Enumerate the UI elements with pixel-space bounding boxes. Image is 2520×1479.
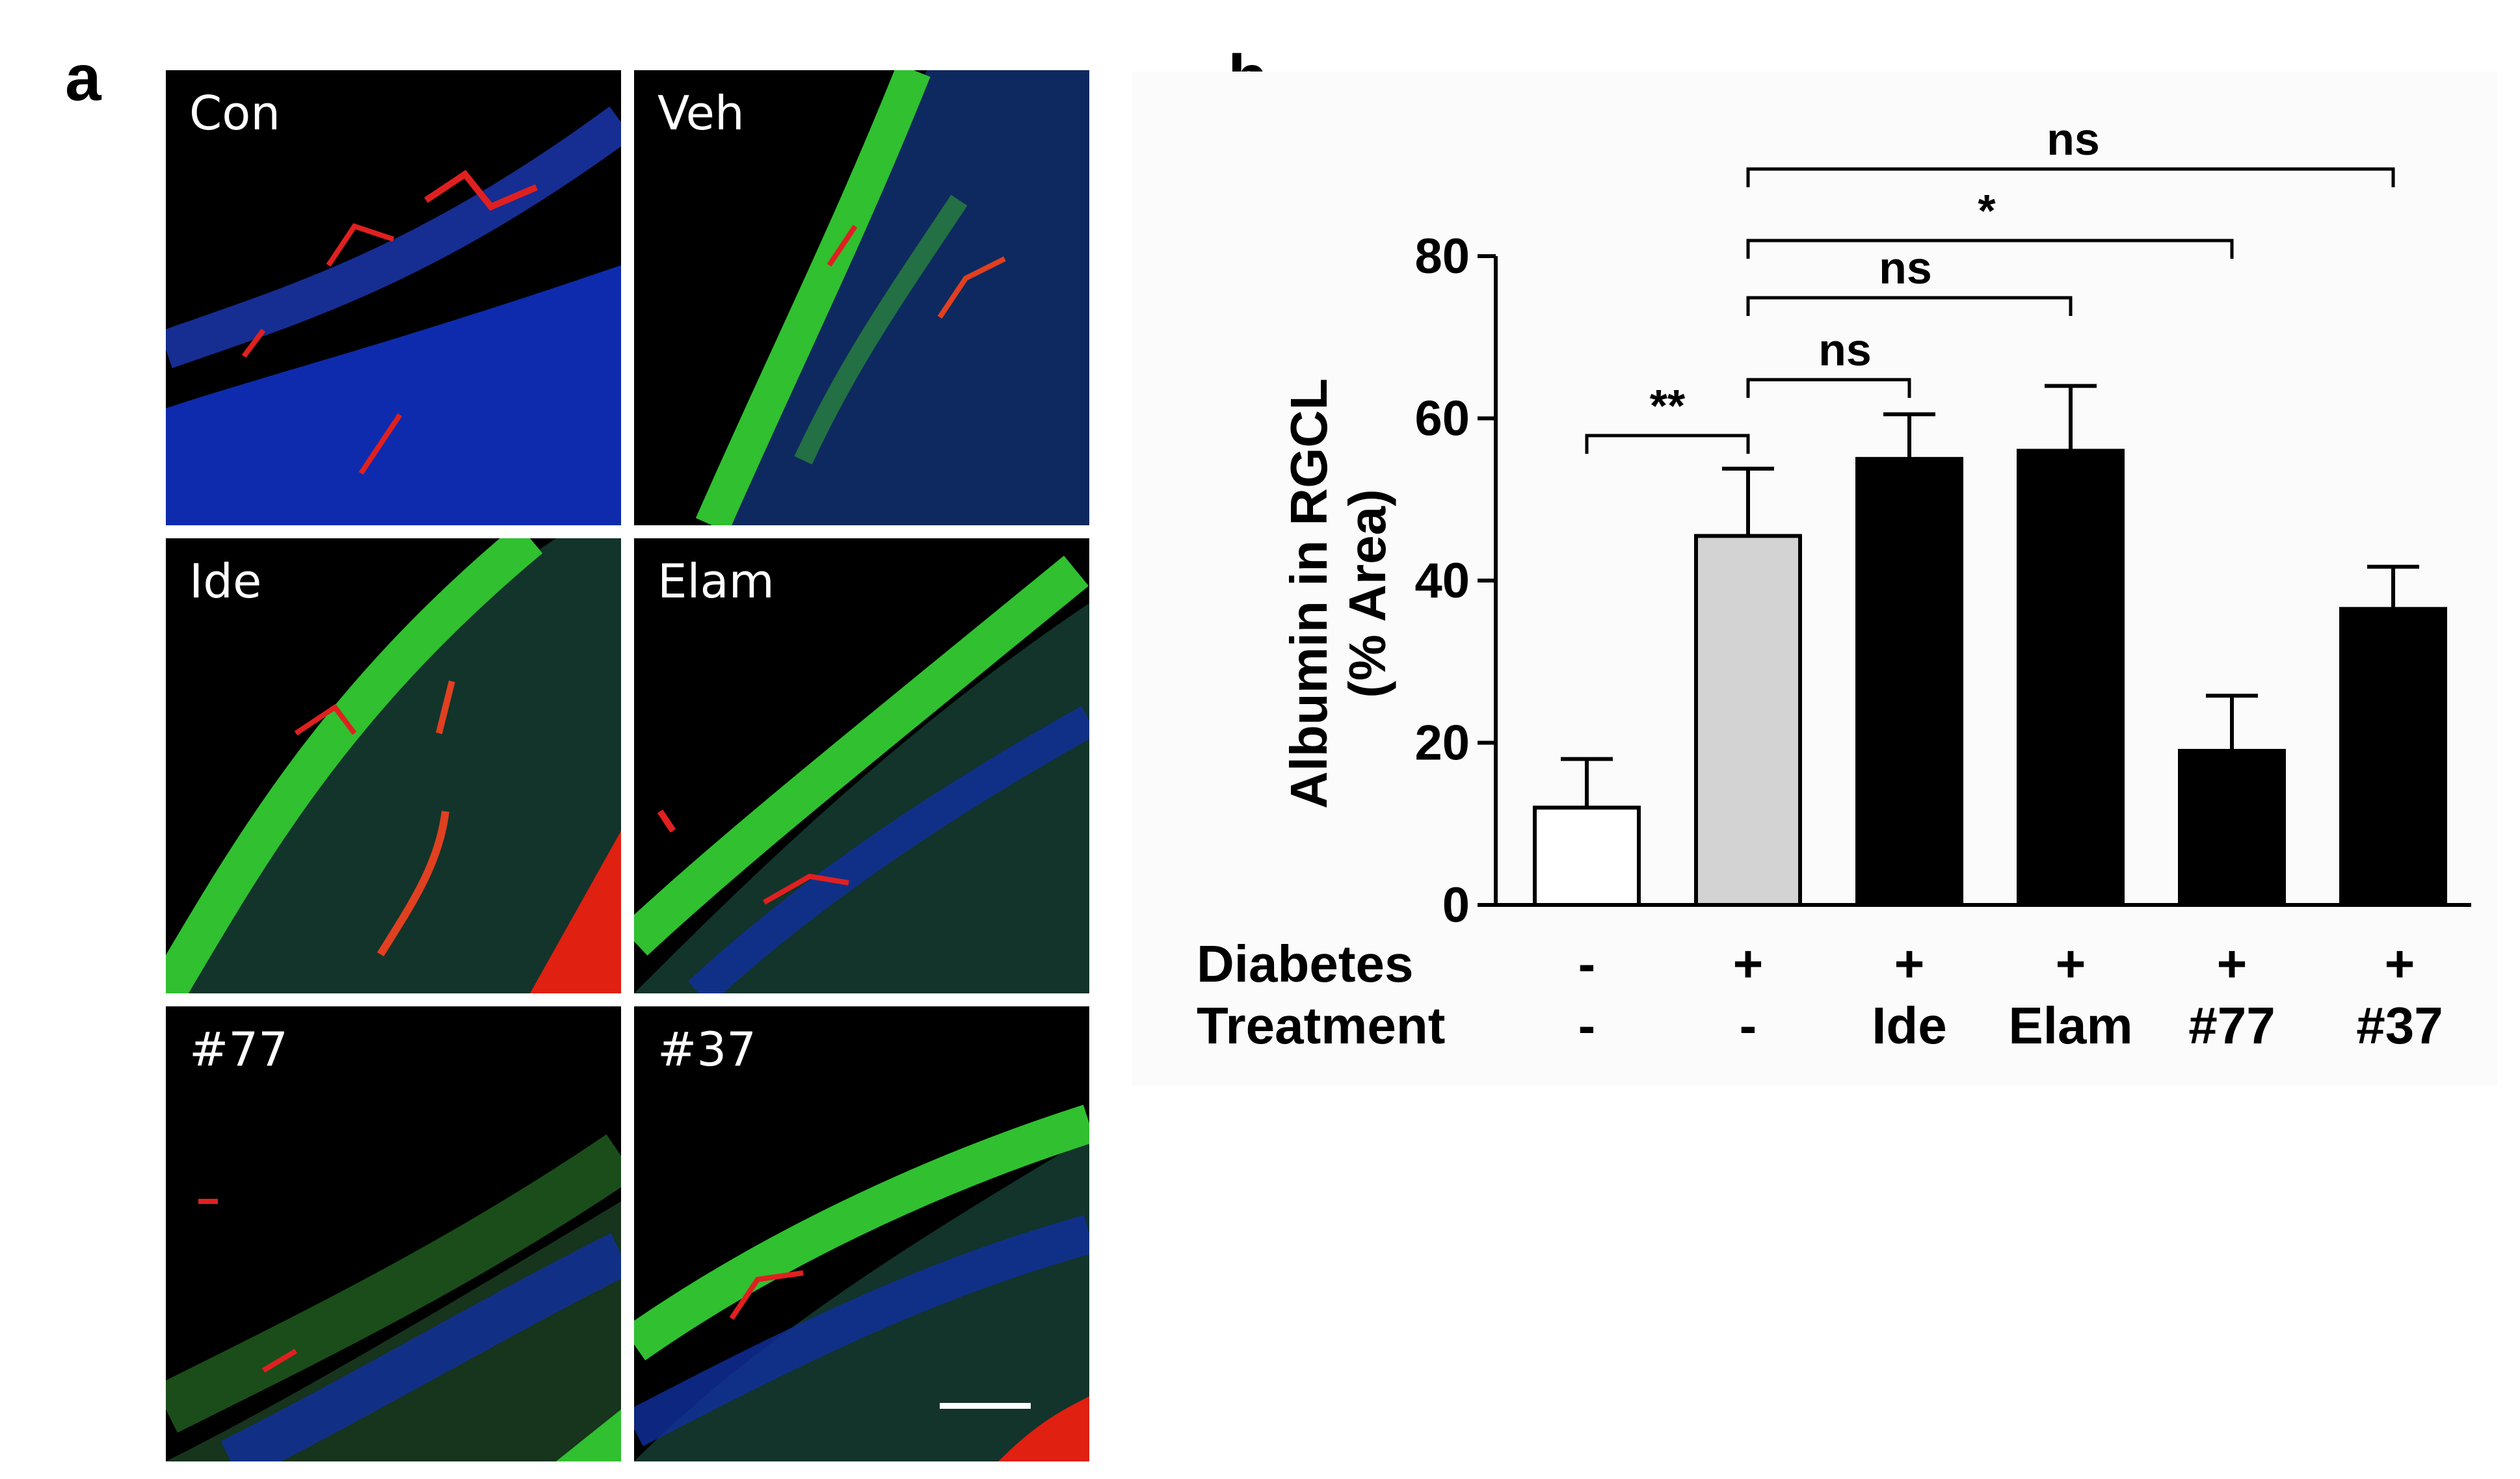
micrograph-veh: Veh [634, 70, 1089, 525]
condition-rows: Diabetes - + + + + +Treatment - - Ide Elam #77 #37 [1197, 935, 2443, 1054]
y-axis-label: (% Area) [1338, 489, 1396, 698]
micrograph-veh-image [695, 70, 1089, 525]
row-value: - [1578, 997, 1596, 1054]
significance-bracket [1746, 378, 1911, 398]
micrograph-elam: Elam [634, 538, 1089, 993]
significance-label: ns [1879, 242, 1932, 293]
y-tick-label: 80 [1414, 229, 1470, 284]
row-value: Elam [2008, 997, 2132, 1054]
micrograph-77: #77 [166, 1006, 621, 1461]
micrograph-ide-image [166, 538, 621, 993]
significance-bracket [1746, 296, 2073, 316]
micrograph-ide: Ide [166, 538, 621, 993]
row-value: - [1578, 935, 1596, 993]
significance-label: ns [1818, 324, 1872, 375]
chart-axes: 0 20 40 60 80 Albumin in RGCL (% Area) [1280, 229, 2471, 933]
significance-bracket [1746, 239, 2234, 259]
micrograph-con-image [166, 106, 621, 525]
row-label: Diabetes [1197, 935, 1413, 993]
chart-bars [1533, 384, 2447, 908]
tile-label-con: Con [189, 86, 280, 140]
tile-label-veh: Veh [657, 86, 745, 140]
micrograph-con: Con [166, 70, 621, 525]
y-tick-label: 60 [1414, 391, 1470, 447]
y-axis-label: Albumin in RGCL [1280, 378, 1338, 809]
significance-label: * [1978, 185, 1996, 236]
tile-label-ide: Ide [189, 554, 262, 609]
row-value: + [2056, 935, 2086, 993]
bar [2017, 449, 2125, 907]
row-value: + [1733, 935, 1764, 993]
tile-label-elam: Elam [657, 554, 775, 609]
bar [2178, 748, 2286, 907]
micrograph-elam-image [634, 555, 1089, 993]
panel-a-letter: a [65, 42, 101, 114]
micrograph-37-image [634, 1105, 1089, 1461]
tile-label-77: #77 [189, 1022, 288, 1077]
significance-bracket [1585, 434, 1750, 454]
significance-label: ns [2047, 114, 2100, 164]
row-value: + [2385, 935, 2415, 993]
bar [1533, 805, 1641, 908]
tile-label-37: #37 [657, 1022, 756, 1077]
significance-bracket [1746, 167, 2395, 187]
scale-bar [940, 1403, 1031, 1409]
bar [1855, 456, 1963, 907]
bar [2339, 607, 2447, 907]
row-value: - [1740, 997, 1757, 1054]
bar [1694, 534, 1802, 907]
micrograph-77-image [166, 1134, 621, 1461]
row-value: #77 [2188, 997, 2275, 1054]
y-tick-label: 0 [1442, 878, 1470, 933]
row-label: Treatment [1197, 997, 1445, 1054]
row-value: + [1894, 935, 1925, 993]
y-tick-label: 40 [1414, 553, 1470, 609]
significance-label: ** [1650, 380, 1686, 431]
y-tick-label: 20 [1414, 716, 1470, 771]
row-value: Ide [1872, 997, 1947, 1054]
micrograph-37: #37 [634, 1006, 1089, 1461]
row-value: #37 [2356, 997, 2443, 1054]
row-value: + [2217, 935, 2248, 993]
